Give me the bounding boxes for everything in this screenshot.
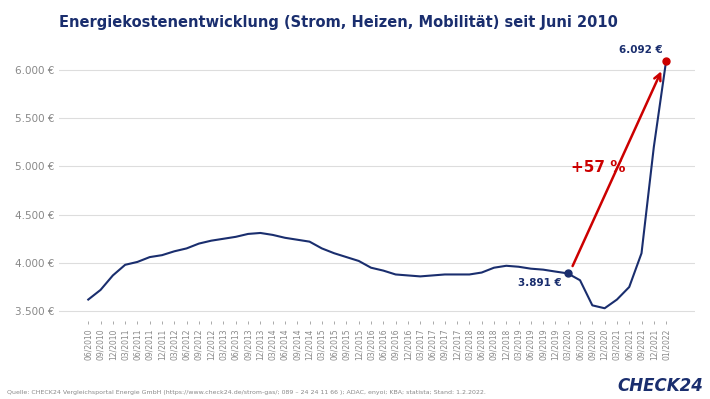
Text: Energiekostenentwicklung (Strom, Heizen, Mobilität) seit Juni 2010: Energiekostenentwicklung (Strom, Heizen,… xyxy=(60,15,618,30)
Text: 6.092 €: 6.092 € xyxy=(618,45,662,55)
Text: CHECK24: CHECK24 xyxy=(617,377,703,395)
Text: Quelle: CHECK24 Vergleichsportal Energie GmbH (https://www.check24.de/strom-gas/: Quelle: CHECK24 Vergleichsportal Energie… xyxy=(7,390,486,395)
Text: 3.891 €: 3.891 € xyxy=(518,278,562,288)
Text: +57 %: +57 % xyxy=(572,160,626,175)
